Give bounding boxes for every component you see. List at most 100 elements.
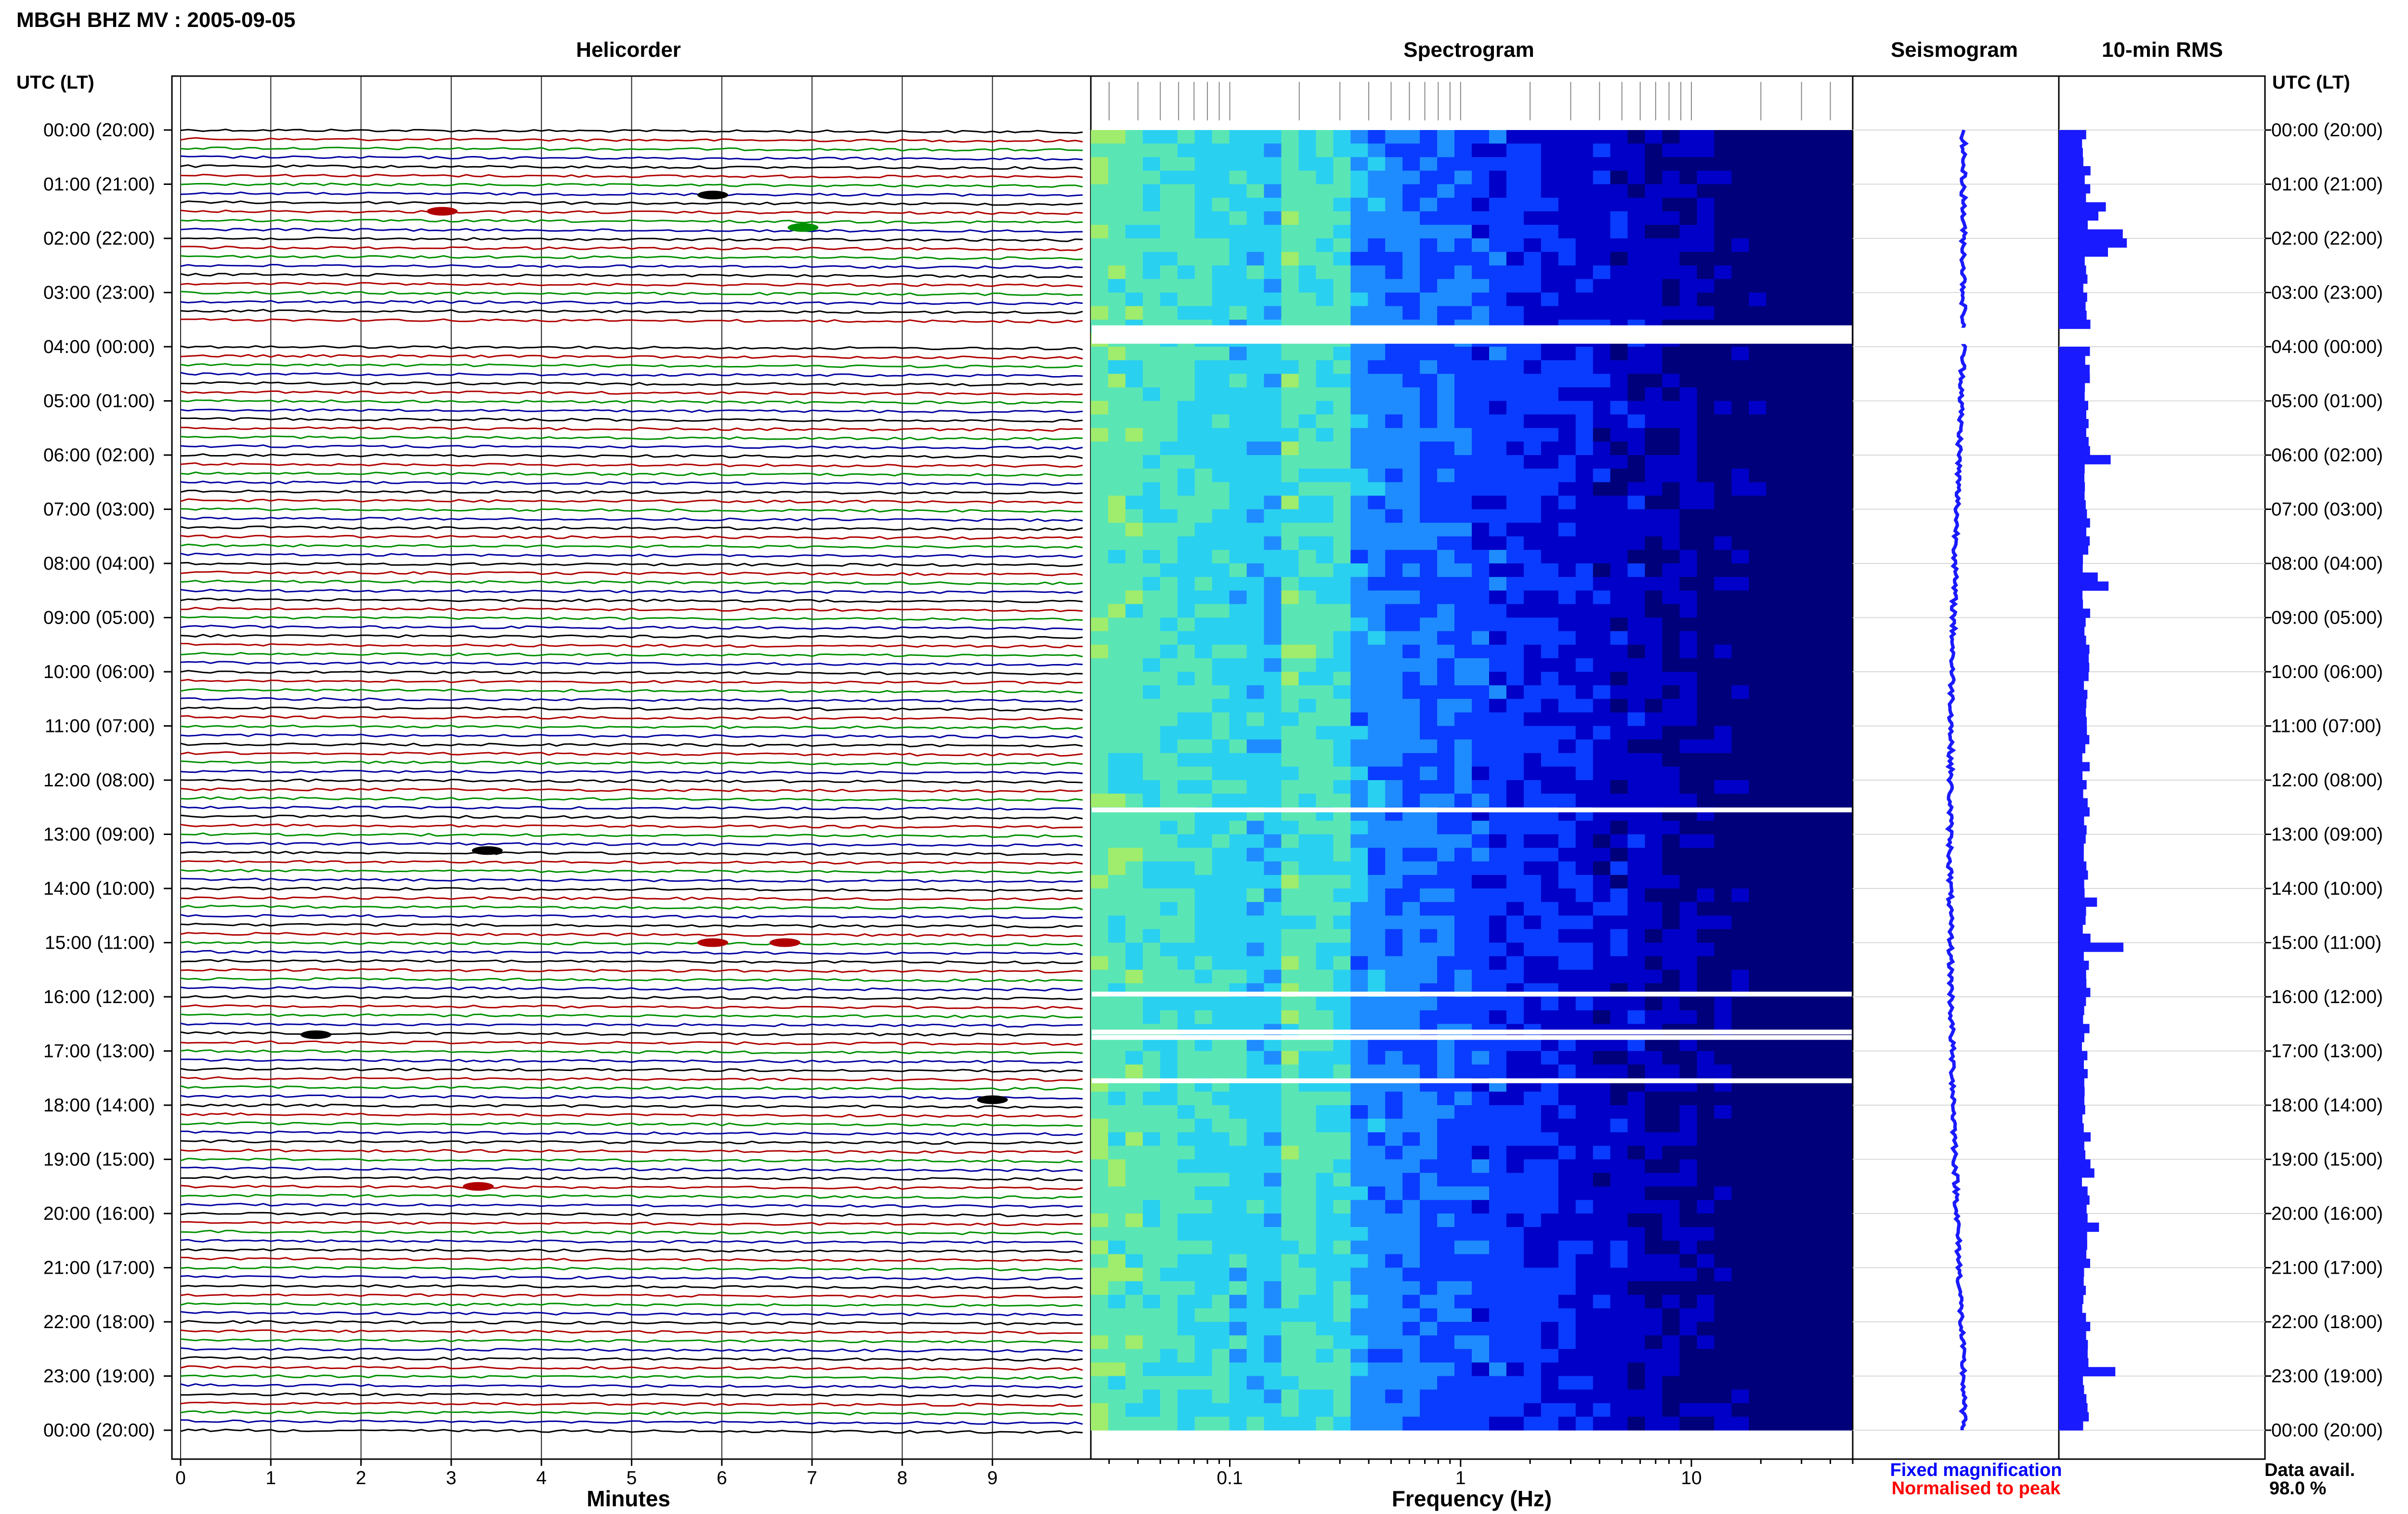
spectrogram-cell: [1749, 888, 1767, 902]
spectrogram-cell: [1402, 1403, 1420, 1417]
spectrogram-cell: [1731, 794, 1749, 808]
spectrogram-cell: [1229, 1335, 1247, 1349]
spectrogram-cell: [1212, 1403, 1230, 1417]
spectrogram-cell: [1229, 224, 1247, 239]
spectrogram-cell: [1229, 915, 1247, 929]
spectrogram-cell: [1142, 469, 1161, 483]
spectrogram-cell: [1766, 1389, 1784, 1404]
spectrogram-cell: [1714, 265, 1732, 279]
spectrogram-cell: [1472, 197, 1490, 212]
spectrogram-cell: [1212, 347, 1230, 361]
spectrogram-cell: [1298, 428, 1317, 442]
spectrogram-cell: [1368, 902, 1386, 916]
spectrogram-cell: [1523, 157, 1542, 171]
spectrogram-cell: [1662, 874, 1680, 889]
spectrogram-cell: [1437, 1416, 1455, 1431]
spectrogram-cell: [1472, 144, 1490, 157]
spectrogram-cell: [1298, 401, 1317, 415]
spectrogram-cell: [1472, 211, 1490, 225]
spectrogram-cell: [1731, 902, 1749, 916]
spectrogram-cell: [1783, 1214, 1801, 1227]
spectrogram-cell: [1160, 144, 1178, 157]
spectrogram-cell: [1333, 590, 1351, 604]
spectrogram-cell: [1610, 888, 1628, 902]
spectrogram-cell: [1246, 874, 1265, 889]
spectrogram-cell: [1749, 1322, 1767, 1336]
spectrogram-cell: [1160, 414, 1178, 429]
spectrogram-cell: [1385, 753, 1403, 767]
spectrogram-cell: [1368, 1294, 1386, 1309]
spectrogram-cell: [1246, 1240, 1265, 1254]
rms-bar: [2059, 952, 2084, 961]
spectrogram-cell: [1125, 685, 1143, 699]
spectrogram-cell: [1125, 414, 1143, 429]
time-tick-right: 19:00 (15:00): [2271, 1149, 2383, 1170]
spectrogram-cell: [1766, 1010, 1784, 1024]
spectrogram-cell: [1523, 1119, 1542, 1133]
spectrogram-cell: [1350, 184, 1368, 198]
spectrogram-cell: [1437, 861, 1455, 875]
spectrogram-cell: [1264, 942, 1282, 957]
spectrogram-cell: [1454, 766, 1472, 781]
spectrogram-cell: [1108, 306, 1126, 320]
spectrogram-cell: [1298, 699, 1317, 713]
spectrogram-cell: [1645, 1200, 1663, 1214]
spectrogram-cell: [1766, 685, 1784, 699]
spectrogram-cell: [1697, 496, 1714, 510]
spectrogram-cell: [1783, 1308, 1801, 1322]
spectrogram-cell: [1160, 509, 1178, 523]
spectrogram-cell: [1420, 549, 1438, 564]
spectrogram-cell: [1818, 211, 1836, 225]
spectrogram-cell: [1281, 482, 1299, 496]
spectrogram-cell: [1541, 672, 1559, 686]
spectrogram-cell: [1177, 360, 1195, 374]
spectrogram-cell: [1402, 496, 1420, 510]
time-tick-right: 15:00 (11:00): [2271, 933, 2382, 953]
spectrogram-cell: [1489, 780, 1507, 794]
spectrogram-cell: [1541, 794, 1559, 808]
spectrogram-cell: [1679, 861, 1698, 875]
spectrogram-cell: [1385, 874, 1403, 889]
spectrogram-cell: [1194, 1416, 1213, 1431]
spectrogram-cell: [1749, 441, 1767, 456]
spectrogram-cell: [1177, 1308, 1195, 1322]
spectrogram-cell: [1783, 821, 1801, 835]
spectrogram-cell: [1783, 1240, 1801, 1254]
spectrogram-cell: [1697, 184, 1714, 198]
spectrogram-cell: [1593, 455, 1611, 469]
spectrogram-cell: [1575, 1240, 1594, 1254]
spectrogram-cell: [1766, 753, 1784, 767]
spectrogram-cell: [1385, 1064, 1403, 1079]
spectrogram-cell: [1835, 509, 1853, 523]
spectrogram-cell: [1523, 224, 1542, 239]
spectrogram-cell: [1749, 469, 1767, 483]
spectrogram-cell: [1801, 522, 1819, 537]
spectrogram-cell: [1437, 848, 1455, 862]
spectrogram-cell: [1558, 1010, 1576, 1024]
spectrogram-cell: [1108, 1064, 1126, 1079]
spectrogram-cell: [1402, 130, 1420, 144]
spectrogram-cell: [1697, 753, 1714, 767]
spectrogram-cell: [1454, 712, 1472, 727]
spectrogram-cell: [1645, 956, 1663, 970]
spectrogram-cell: [1593, 834, 1611, 848]
spectrogram-cell: [1731, 672, 1749, 686]
spectrogram-cell: [1645, 753, 1663, 767]
spectrogram-cell: [1523, 997, 1542, 1011]
spectrogram-cell: [1679, 942, 1698, 957]
spectrogram-cell: [1541, 874, 1559, 889]
spectrogram-cell: [1523, 590, 1542, 604]
spectrogram-cell: [1091, 536, 1109, 550]
spectrogram-cell: [1679, 428, 1698, 442]
spectrogram-cell: [1160, 455, 1178, 469]
spectrogram-cell: [1575, 522, 1594, 537]
spectrogram-cell: [1091, 929, 1109, 943]
spectrogram-cell: [1368, 374, 1386, 388]
spectrogram-cell: [1177, 441, 1195, 456]
spectrogram-cell: [1142, 1403, 1161, 1417]
spectrogram-cell: [1402, 1132, 1420, 1146]
rms-bar: [2059, 744, 2085, 754]
spectrogram-cell: [1281, 1362, 1299, 1377]
spectrogram-cell: [1316, 536, 1334, 550]
spectrogram-cell: [1835, 238, 1853, 252]
